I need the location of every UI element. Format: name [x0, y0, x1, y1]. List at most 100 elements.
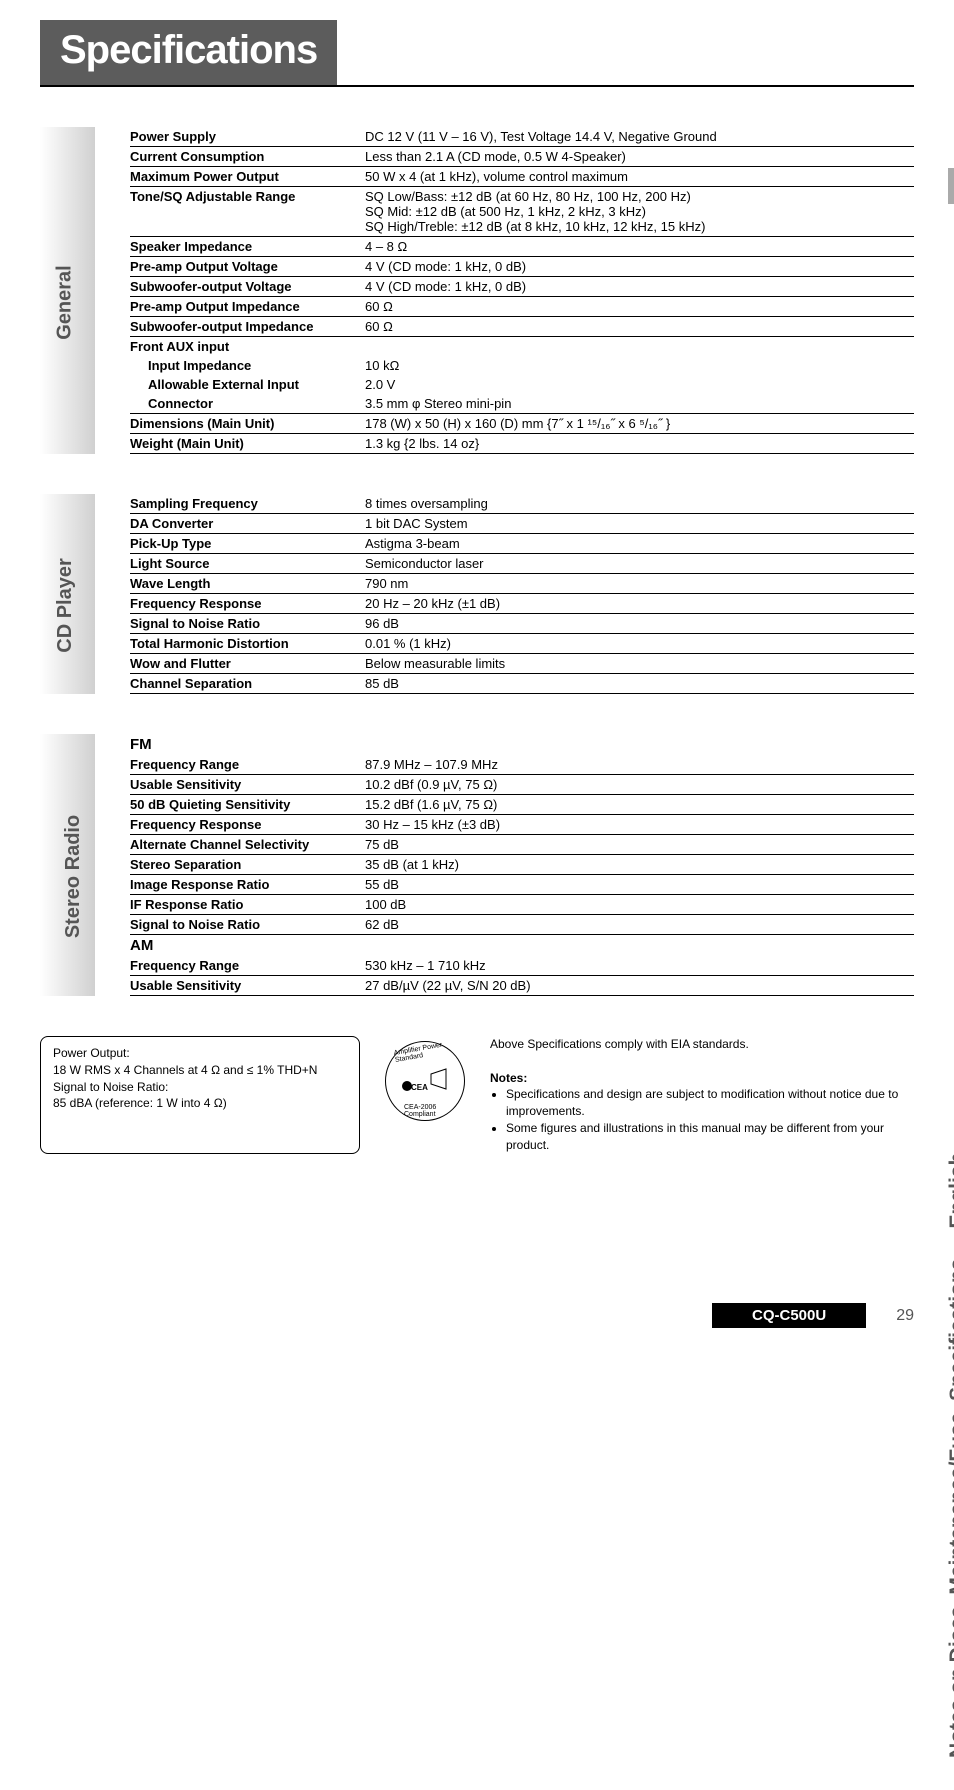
- spec-key: Total Harmonic Distortion: [130, 636, 365, 651]
- notes-column: Above Specifications comply with EIA sta…: [490, 1036, 914, 1154]
- spec-val: 20 Hz – 20 kHz (±1 dB): [365, 596, 914, 611]
- spec-row: Weight (Main Unit)1.3 kg {2 lbs. 14 oz}: [130, 434, 914, 454]
- spec-key: Maximum Power Output: [130, 169, 365, 184]
- am-header: AM: [130, 935, 914, 956]
- section-general: General Power SupplyDC 12 V (11 V – 16 V…: [40, 127, 914, 454]
- spec-row: Pick-Up TypeAstigma 3-beam: [130, 534, 914, 554]
- cea-bottom-text: CEA-2006 Compliant: [404, 1104, 464, 1118]
- cea-logo: Amplifier Power Standard CEA CEA-2006 Co…: [380, 1036, 470, 1126]
- spec-key: Input Impedance: [130, 358, 365, 373]
- spec-row: Speaker Impedance4 – 8 Ω: [130, 237, 914, 257]
- spec-row: Connector3.5 mm φ Stereo mini-pin: [130, 394, 914, 414]
- spec-key: IF Response Ratio: [130, 897, 365, 912]
- spec-val: Below measurable limits: [365, 656, 914, 671]
- spec-val: 30 Hz – 15 kHz (±3 dB): [365, 817, 914, 832]
- note-2: Some figures and illustrations in this m…: [506, 1120, 914, 1154]
- cea-speaker-icon: CEA: [401, 1064, 451, 1094]
- spec-key: Frequency Range: [130, 958, 365, 973]
- spec-row: Allowable External Input2.0 V: [130, 375, 914, 394]
- spec-row: Subwoofer-output Voltage4 V (CD mode: 1 …: [130, 277, 914, 297]
- spec-key: Light Source: [130, 556, 365, 571]
- spec-key: Wave Length: [130, 576, 365, 591]
- spec-row: Frequency Range530 kHz – 1 710 kHz: [130, 956, 914, 976]
- spec-row: Current ConsumptionLess than 2.1 A (CD m…: [130, 147, 914, 167]
- spec-val: 15.2 dBf (1.6 µV, 75 Ω): [365, 797, 914, 812]
- side-vertical-text: Notes on Discs, Maintenance/Fuse, Specif…: [946, 960, 954, 1790]
- spec-val: 60 Ω: [365, 319, 914, 334]
- spec-row: Subwoofer-output Impedance60 Ω: [130, 317, 914, 337]
- note-1: Specifications and design are subject to…: [506, 1086, 914, 1120]
- spec-key: Power Supply: [130, 129, 365, 144]
- side-label-main: Notes on Discs, Maintenance/Fuse, Specif…: [946, 1259, 954, 1758]
- footer-area: Power Output: 18 W RMS x 4 Channels at 4…: [40, 1036, 914, 1154]
- spec-row: Stereo Separation35 dB (at 1 kHz): [130, 855, 914, 875]
- spec-val: 1 bit DAC System: [365, 516, 914, 531]
- power-output-box: Power Output: 18 W RMS x 4 Channels at 4…: [40, 1036, 360, 1154]
- spec-key: Channel Separation: [130, 676, 365, 691]
- cea-top-text: Amplifier Power Standard: [393, 1038, 464, 1064]
- spec-val: 3.5 mm φ Stereo mini-pin: [365, 396, 914, 411]
- spec-row: Usable Sensitivity27 dB/µV (22 µV, S/N 2…: [130, 976, 914, 996]
- spec-row: Pre-amp Output Impedance60 Ω: [130, 297, 914, 317]
- power-output-label: Power Output:: [53, 1045, 347, 1062]
- spec-val: 0.01 % (1 kHz): [365, 636, 914, 651]
- spec-row: Maximum Power Output50 W x 4 (at 1 kHz),…: [130, 167, 914, 187]
- spec-row: Total Harmonic Distortion0.01 % (1 kHz): [130, 634, 914, 654]
- spec-val: 62 dB: [365, 917, 914, 932]
- section-label-col-general: General: [40, 127, 100, 454]
- spec-key: 50 dB Quieting Sensitivity: [130, 797, 365, 812]
- notes-list: Specifications and design are subject to…: [506, 1086, 914, 1153]
- spec-val: 10.2 dBf (0.9 µV, 75 Ω): [365, 777, 914, 792]
- spec-row: Channel Separation85 dB: [130, 674, 914, 694]
- svg-text:CEA: CEA: [411, 1083, 428, 1092]
- s2n-label: Signal to Noise Ratio:: [53, 1079, 347, 1096]
- spec-key: Usable Sensitivity: [130, 978, 365, 993]
- spec-key: Pre-amp Output Voltage: [130, 259, 365, 274]
- spec-val: 27 dB/µV (22 µV, S/N 20 dB): [365, 978, 914, 993]
- spec-key: Frequency Response: [130, 817, 365, 832]
- section-label-col-cd: CD Player: [40, 494, 100, 694]
- spec-val: SQ Low/Bass: ±12 dB (at 60 Hz, 80 Hz, 10…: [365, 189, 914, 234]
- spec-val: 100 dB: [365, 897, 914, 912]
- spec-row: DA Converter1 bit DAC System: [130, 514, 914, 534]
- spec-row: Frequency Response20 Hz – 20 kHz (±1 dB): [130, 594, 914, 614]
- spec-row: Signal to Noise Ratio62 dB: [130, 915, 914, 935]
- spec-row: Alternate Channel Selectivity75 dB: [130, 835, 914, 855]
- section-cd: CD Player Sampling Frequency8 times over…: [40, 494, 914, 694]
- spec-row: Wow and FlutterBelow measurable limits: [130, 654, 914, 674]
- spec-val: 50 W x 4 (at 1 kHz), volume control maxi…: [365, 169, 914, 184]
- spec-row: Image Response Ratio55 dB: [130, 875, 914, 895]
- spec-val: 60 Ω: [365, 299, 914, 314]
- spec-row: Input Impedance10 kΩ: [130, 356, 914, 375]
- side-label-lang: English: [946, 1153, 954, 1229]
- spec-key: Stereo Separation: [130, 857, 365, 872]
- s2n-val: 85 dBA (reference: 1 W into 4 Ω): [53, 1095, 347, 1112]
- spec-val: 87.9 MHz – 107.9 MHz: [365, 757, 914, 772]
- section-label-general: General: [54, 265, 77, 339]
- spec-row: IF Response Ratio100 dB: [130, 895, 914, 915]
- notes-head: Notes:: [490, 1070, 914, 1087]
- section-label-cd: CD Player: [54, 558, 77, 653]
- spec-row: 50 dB Quieting Sensitivity15.2 dBf (1.6 …: [130, 795, 914, 815]
- spec-key: Pre-amp Output Impedance: [130, 299, 365, 314]
- spec-val: 790 nm: [365, 576, 914, 591]
- spec-key: Pick-Up Type: [130, 536, 365, 551]
- spec-key: Speaker Impedance: [130, 239, 365, 254]
- spec-row: Tone/SQ Adjustable RangeSQ Low/Bass: ±12…: [130, 187, 914, 237]
- side-gray-stub: [948, 168, 954, 204]
- aux-header-row: Front AUX input: [130, 337, 914, 356]
- eia-text: Above Specifications comply with EIA sta…: [490, 1036, 914, 1053]
- spec-val: 75 dB: [365, 837, 914, 852]
- spec-key: Sampling Frequency: [130, 496, 365, 511]
- spec-key: Frequency Response: [130, 596, 365, 611]
- spec-val: 10 kΩ: [365, 358, 914, 373]
- spec-key: DA Converter: [130, 516, 365, 531]
- cea-circle: Amplifier Power Standard CEA CEA-2006 Co…: [385, 1041, 465, 1121]
- spec-row: Signal to Noise Ratio96 dB: [130, 614, 914, 634]
- page-number: 29: [896, 1307, 914, 1325]
- spec-val: 4 V (CD mode: 1 kHz, 0 dB): [365, 279, 914, 294]
- spec-key: Current Consumption: [130, 149, 365, 164]
- fm-header: FM: [130, 734, 914, 755]
- title-underline: [40, 85, 914, 87]
- spec-row: Pre-amp Output Voltage4 V (CD mode: 1 kH…: [130, 257, 914, 277]
